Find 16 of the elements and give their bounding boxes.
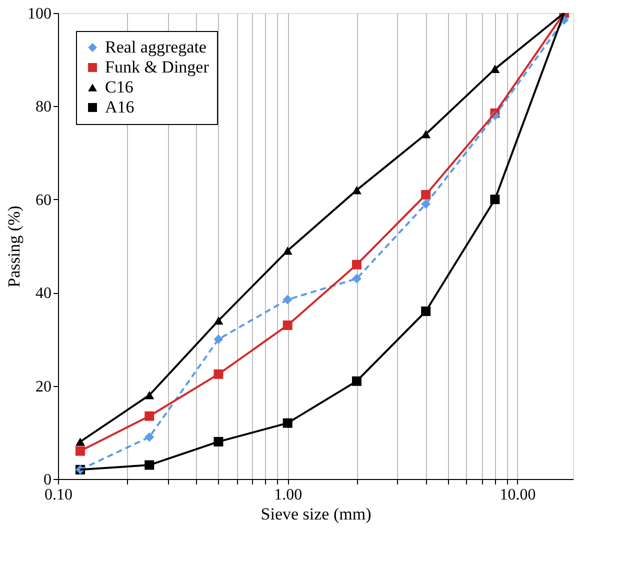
legend-label: Funk & Dinger: [105, 58, 210, 76]
x-tick-label: 0.10: [44, 486, 72, 504]
y-tick-label: 60: [36, 192, 52, 209]
y-tick-label: 80: [36, 98, 52, 116]
y-tick-label: 40: [36, 285, 52, 302]
y-axis-title: Passing (%): [4, 206, 24, 288]
x-tick-label: 1.00: [274, 486, 302, 504]
point: [76, 438, 85, 446]
y-tick-label: 100: [28, 6, 52, 22]
legend-label: C16: [105, 78, 134, 96]
legend-label: Real aggregate: [105, 38, 206, 56]
y-tick-label: 0: [44, 472, 52, 488]
y-tick-label: 20: [36, 378, 52, 396]
x-tick-label: 10.00: [500, 486, 536, 504]
x-axis-title: Sieve size (mm): [260, 504, 372, 524]
legend-label: A16: [105, 98, 134, 116]
